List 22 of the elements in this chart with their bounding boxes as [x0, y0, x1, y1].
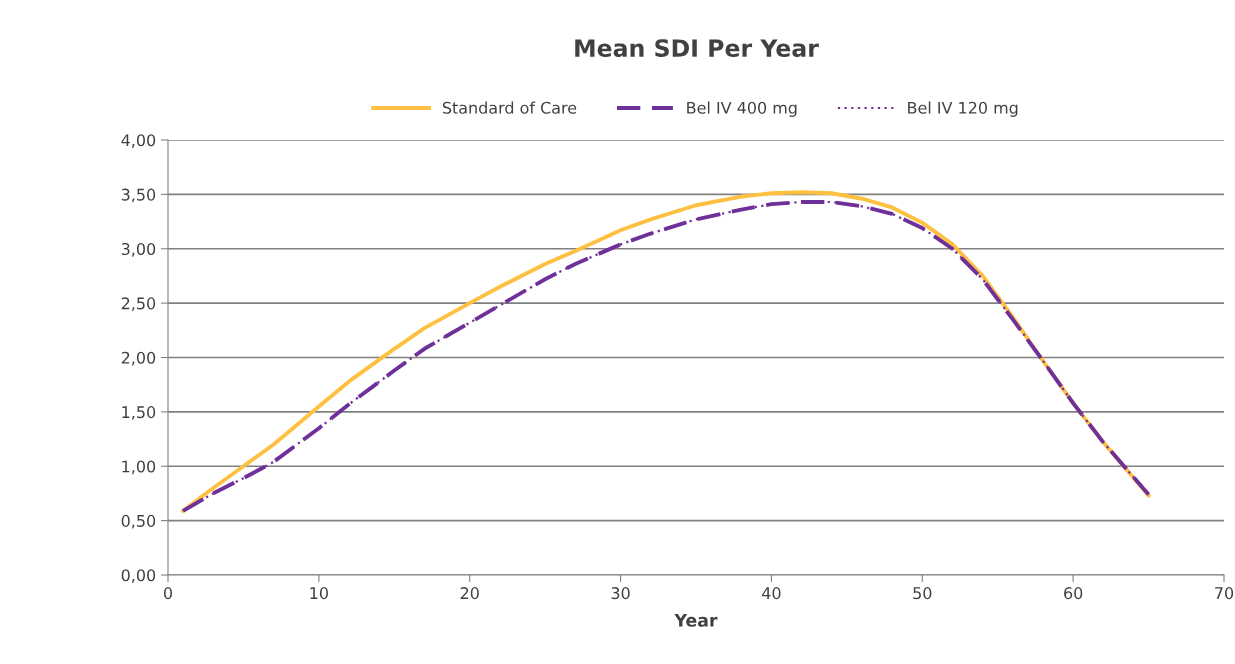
chart-title: Mean SDI Per Year	[575, 39, 819, 57]
y-tick-label: 4,00	[121, 134, 156, 148]
y-tick-label: 2,00	[121, 351, 156, 366]
x-tick-label: 40	[762, 587, 781, 600]
legend-label: Standard of Care	[442, 101, 577, 114]
x-axis-title: Year	[674, 613, 718, 627]
x-tick-label: 50	[913, 587, 932, 600]
y-tick-label: 2,50	[121, 297, 156, 312]
y-tick-label: 3,00	[121, 242, 156, 257]
y-tick-label: 1,50	[122, 406, 156, 420]
x-tick-label: 20	[460, 587, 479, 600]
y-tick-label: 3,50	[121, 188, 156, 203]
legend-label: Bel IV 120 mg	[908, 101, 1018, 117]
x-tick-label: 30	[611, 587, 630, 600]
legend-label: Bel IV 400 mg	[687, 101, 797, 117]
x-tick-label: 10	[310, 587, 328, 600]
y-tick-label: 1,00	[122, 460, 156, 475]
y-tick-label: 0,50	[121, 514, 156, 529]
x-tick-label: 70	[1215, 587, 1234, 600]
x-tick-label: 60	[1064, 587, 1083, 600]
y-tick-label: 0,00	[121, 569, 156, 583]
x-tick-label: 0	[163, 587, 173, 600]
